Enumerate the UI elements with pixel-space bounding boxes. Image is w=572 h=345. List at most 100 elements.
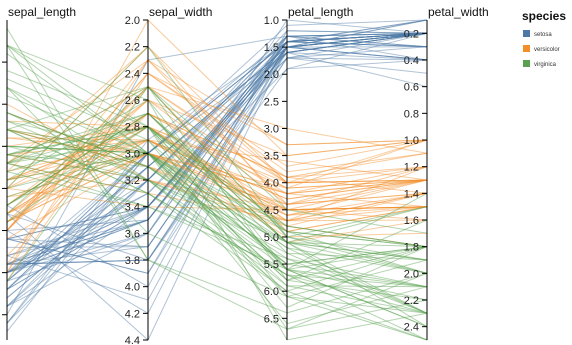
tick-label-petal_width-9: 2.0 [404, 268, 419, 280]
polyline-setosa-5 [6, 57, 428, 274]
polyline-versicolor-38 [6, 152, 428, 223]
legend-label-virginica: virginica [534, 62, 557, 68]
polyline-versicolor-10 [6, 19, 428, 273]
polyline-setosa-30 [6, 32, 428, 290]
polyline-versicolor-19 [6, 86, 428, 223]
polyline-setosa-24 [6, 32, 428, 290]
legend-item-setosa: setosa [523, 30, 552, 38]
polyline-virginica-3 [6, 139, 428, 271]
polyline-virginica-11 [6, 112, 428, 261]
polyline-virginica-23 [6, 112, 428, 248]
polyline-setosa-27 [6, 32, 428, 257]
polyline-setosa-48 [6, 32, 428, 248]
polyline-virginica-49 [6, 152, 428, 248]
polyline-versicolor-12 [6, 45, 428, 189]
polyline-virginica-1 [6, 112, 428, 261]
polyline-virginica-9 [6, 87, 428, 341]
polyline-setosa-42 [6, 32, 428, 324]
polyline-versicolor-13 [6, 139, 428, 222]
polyline-versicolor-15 [6, 129, 428, 205]
polyline-setosa-14 [6, 30, 428, 288]
tick-label-sepal_width-10: 4.0 [125, 282, 140, 294]
polyline-setosa-0 [6, 32, 428, 265]
tick-label-petal_width-6: 1.4 [404, 188, 419, 200]
polyline-versicolor-23 [6, 126, 428, 222]
polyline-setosa-35 [6, 30, 428, 274]
axis-petal_width: 0.2 0.4 0.6 0.8 1.0 1.2 1.4 1.6 1.8 2.0 2.2 2.4 peta… [404, 5, 489, 340]
polyline-setosa-8 [6, 32, 428, 324]
polyline-setosa-21 [6, 46, 428, 265]
polyline-virginica-48 [6, 171, 428, 314]
polyline-setosa-3 [6, 32, 428, 307]
axis-sepal_length: 5050505sepal_length [2, 5, 76, 340]
polyline-virginica-0 [6, 162, 428, 341]
polyline-versicolor-39 [6, 86, 428, 231]
polyline-versicolor-5 [6, 126, 428, 215]
polyline-versicolor-30 [6, 72, 428, 231]
polyline-versicolor-18 [6, 45, 428, 211]
polyline-virginica-16 [6, 145, 428, 265]
axis-title-petal_length: petal_length [288, 5, 353, 19]
polyline-virginica-19 [6, 45, 428, 238]
polyline-versicolor-16 [6, 152, 428, 223]
tick-label-petal_width-1: 0.4 [404, 55, 419, 67]
tick-label-petal_width-10: 2.2 [404, 295, 419, 307]
polyline-setosa-38 [6, 32, 428, 324]
polyline-versicolor-1 [6, 154, 428, 211]
polyline-versicolor-48 [6, 86, 428, 265]
tick-label-sepal_width-7: 3.4 [125, 202, 140, 214]
tick-label-petal_length-9: 5.5 [264, 259, 279, 271]
tick-label-petal_length-1: 1.5 [264, 42, 279, 54]
polyline-virginica-12 [6, 120, 428, 288]
polyline-virginica-28 [6, 126, 428, 288]
polyline-setosa-49 [6, 32, 428, 274]
polyline-setosa-43 [6, 51, 428, 274]
polyline-virginica-4 [6, 145, 428, 301]
tick-label-petal_width-3: 0.8 [404, 108, 419, 120]
polyline-virginica-34 [6, 99, 428, 271]
polyline-versicolor-2 [6, 112, 428, 233]
polyline-versicolor-46 [6, 139, 428, 215]
tick-label-petal_length-0: 1.0 [264, 15, 279, 27]
polyline-versicolor-31 [6, 72, 428, 231]
tick-label-petal_length-8: 5.0 [264, 232, 279, 244]
polyline-setosa-1 [6, 32, 428, 282]
polyline-setosa-33 [6, 32, 428, 314]
tick-label-petal_width-5: 1.2 [404, 162, 419, 174]
polyline-versicolor-0 [6, 103, 428, 222]
polyline-versicolor-42 [6, 99, 428, 206]
polyline-virginica-35 [6, 44, 428, 314]
polyline-virginica-8 [6, 86, 428, 281]
tick-label-sepal_width-4: 2.8 [125, 122, 140, 134]
polyline-setosa-39 [6, 32, 428, 265]
polyline-setosa-28 [6, 32, 428, 257]
polyline-versicolor-35 [6, 187, 428, 221]
polyline-versicolor-32 [6, 112, 428, 206]
tick-label-sepal_width-8: 3.6 [125, 228, 140, 240]
legend: species setosa versicolor virginica [522, 9, 566, 68]
tick-label-petal_length-5: 3.5 [264, 151, 279, 163]
tick-label-sepal_width-1: 2.2 [125, 42, 140, 54]
polyline-setosa-15 [6, 46, 428, 341]
tick-label-sepal_width-6: 3.2 [125, 175, 140, 187]
polyline-setosa-6 [6, 41, 428, 307]
tick-label-sepal_width-0: 2.0 [125, 15, 140, 27]
polyline-setosa-25 [6, 32, 428, 273]
polyline-setosa-18 [6, 46, 428, 261]
polyline-setosa-45 [6, 41, 428, 290]
polyline-setosa-26 [6, 51, 428, 274]
tick-label-petal_length-10: 6.0 [264, 286, 279, 298]
polyline-virginica-47 [6, 145, 428, 274]
polyline-setosa-9 [6, 19, 428, 282]
polyline-virginica-37 [6, 154, 428, 265]
polyline-versicolor-9 [6, 112, 428, 257]
polyline-virginica-14 [6, 126, 428, 328]
tick-label-petal_width-4: 1.0 [404, 135, 419, 147]
polyline-virginica-26 [6, 126, 428, 248]
polyline-setosa-36 [6, 32, 428, 231]
polyline-versicolor-26 [6, 120, 428, 227]
axis-title-sepal_length: sepal_length [8, 5, 76, 19]
polyline-setosa-41 [6, 35, 428, 315]
legend-item-versicolor: versicolor [523, 45, 560, 53]
polyline-versicolor-21 [6, 126, 428, 184]
